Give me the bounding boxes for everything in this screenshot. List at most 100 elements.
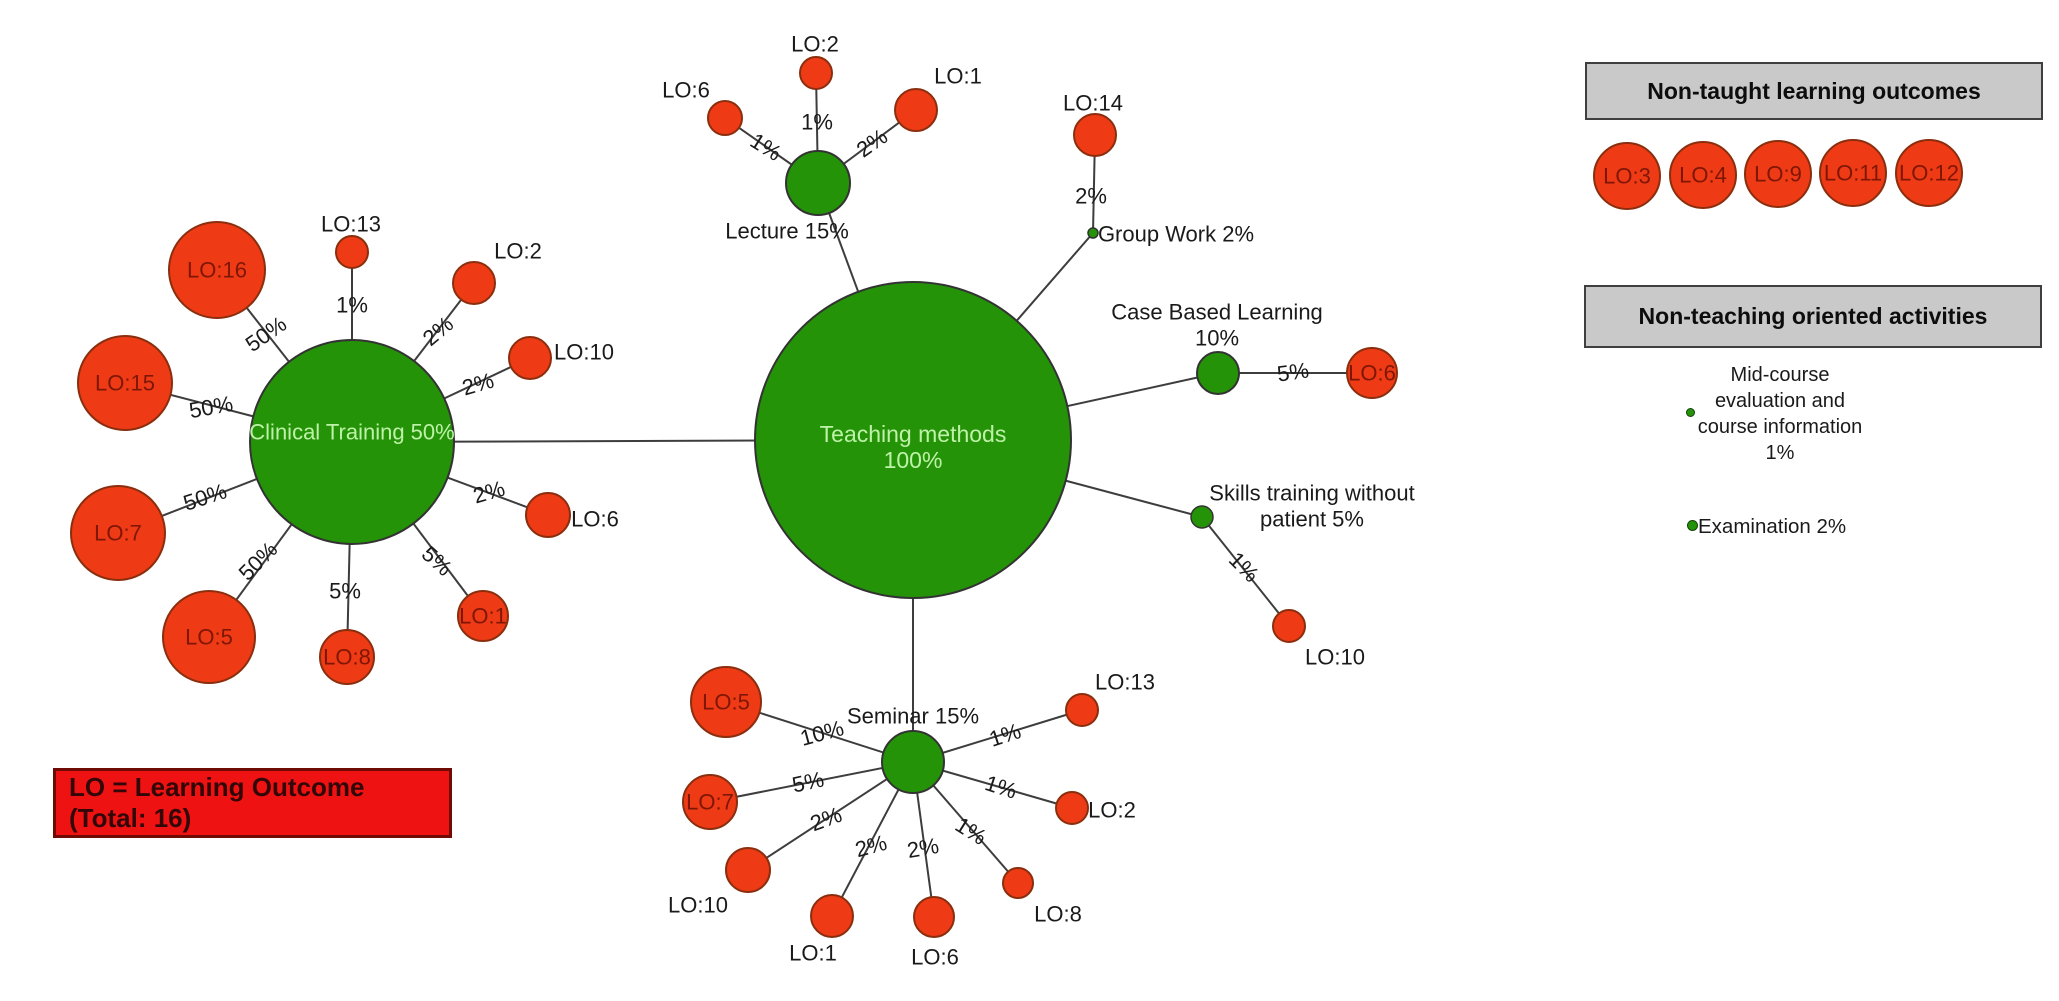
node-lec_lo2 (799, 56, 833, 90)
edge-label-clinical-cl_lo16: 50% (241, 311, 291, 357)
label-lec_lo1: LO:1 (934, 64, 982, 89)
label-sem_lo8: LO:8 (1034, 902, 1082, 927)
edge-label-clinical-cl_lo10: 2% (459, 368, 496, 401)
node-sk_lo10 (1272, 609, 1306, 643)
edge-label-clinical-cl_lo8: 5% (329, 579, 361, 604)
non-teaching-panel-header: Non-teaching oriented activities (1584, 285, 2042, 348)
label-cl_lo15: LO:15 (95, 371, 155, 396)
node-sem_lo8 (1002, 867, 1034, 899)
label-sem_lo1: LO:1 (789, 941, 837, 966)
edge-label-seminar-sem_lo5: 10% (797, 715, 846, 751)
edge-seminar-sem_lo10 (747, 761, 914, 871)
label-sk_lo10: LO:10 (1305, 645, 1365, 670)
label-seminar: Seminar 15% (847, 704, 979, 729)
label-nt_lo11: LO:11 (1824, 161, 1882, 186)
midcourse-evaluation-label: Mid-course evaluation and course informa… (1697, 364, 1863, 464)
label-gw_lo14: LO:14 (1063, 91, 1123, 116)
node-clinical (249, 339, 455, 545)
label-clinical: Clinical Training 50% (249, 420, 454, 445)
label-sem_lo5: LO:5 (702, 690, 750, 715)
label-cl_lo7: LO:7 (94, 521, 142, 546)
edge-label-groupwork-gw_lo14: 2% (1075, 184, 1107, 209)
node-cl_lo5 (162, 590, 256, 684)
examination-bullet-icon (1687, 520, 1698, 531)
edge-label-clinical-cl_lo7: 50% (180, 478, 230, 515)
edge-seminar-sem_lo7 (709, 761, 914, 803)
node-nt_lo4 (1669, 141, 1737, 209)
label-cbl: Case Based Learning 10% (1111, 300, 1323, 351)
label-lec_lo2: LO:2 (791, 32, 839, 57)
label-skills: Skills training without patient 5% (1209, 481, 1414, 532)
label-nt_lo12: LO:12 (1899, 161, 1959, 186)
edge-label-clinical-cl_lo5: 50% (234, 537, 283, 586)
node-cbl (1196, 351, 1240, 395)
node-cl_lo8 (319, 629, 375, 685)
edge-label-clinical-cl_lo13: 1% (336, 293, 368, 318)
node-sem_lo6 (913, 896, 955, 938)
label-lec_lo6: LO:6 (662, 78, 710, 103)
label-cl_lo6: LO:6 (571, 507, 619, 532)
node-cbl_lo6 (1346, 347, 1398, 399)
node-nt_lo12 (1895, 139, 1963, 207)
label-nt_lo3: LO:3 (1603, 164, 1651, 189)
edge-label-clinical-cl_lo15: 50% (187, 391, 235, 423)
label-cl_lo5: LO:5 (185, 625, 233, 650)
label-teaching: Teaching methods 100% (820, 421, 1007, 473)
node-sem_lo5 (690, 666, 762, 738)
label-sem_lo10: LO:10 (668, 893, 728, 918)
node-sem_lo13 (1065, 693, 1099, 727)
node-cl_lo6 (525, 492, 571, 538)
label-cl_lo8: LO:8 (323, 645, 371, 670)
node-cl_lo1 (457, 590, 509, 642)
node-gw_lo14 (1073, 113, 1117, 157)
node-cl_lo16 (168, 221, 266, 319)
lo-legend-text: LO = Learning Outcome (Total: 16) (69, 772, 365, 833)
label-cl_lo1: LO:1 (459, 604, 507, 629)
label-sem_lo6: LO:6 (911, 945, 959, 970)
examination-label: Examination 2% (1698, 515, 1847, 538)
edge-label-seminar-sem_lo2: 1% (982, 770, 1020, 804)
node-skills (1190, 505, 1214, 529)
label-cl_lo13: LO:13 (321, 212, 381, 237)
label-groupwork: Group Work 2% (1098, 222, 1254, 247)
edge-label-seminar-sem_lo7: 5% (790, 766, 826, 797)
edge-label-seminar-sem_lo6: 2% (905, 833, 941, 863)
label-sem_lo7: LO:7 (686, 790, 734, 815)
edge-label-clinical-cl_lo2: 2% (418, 311, 458, 351)
node-cl_lo10 (508, 336, 552, 380)
non-teaching-panel-title: Non-teaching oriented activities (1638, 303, 1988, 329)
midcourse-bullet-icon (1686, 408, 1695, 417)
non-taught-panel-header: Non-taught learning outcomes (1585, 62, 2043, 120)
node-cl_lo7 (70, 485, 166, 581)
node-seminar (881, 730, 945, 794)
node-lec_lo6 (707, 100, 743, 136)
edge-label-lecture-lec_lo1: 2% (852, 124, 892, 163)
edge-label-seminar-sem_lo10: 2% (807, 802, 845, 836)
node-lec_lo1 (894, 88, 938, 132)
edge-label-seminar-sem_lo1: 2% (852, 830, 889, 862)
edge-label-seminar-sem_lo13: 1% (986, 718, 1024, 752)
node-cl_lo15 (77, 335, 173, 431)
node-sem_lo2 (1055, 791, 1089, 825)
node-nt_lo3 (1593, 142, 1661, 210)
node-groupwork (1087, 227, 1099, 239)
edge-label-lecture-lec_lo2: 1% (801, 110, 833, 135)
lo-legend-box: LO = Learning Outcome (Total: 16) (53, 768, 452, 838)
node-sem_lo1 (810, 894, 854, 938)
edge-skills-sk_lo10 (1201, 516, 1290, 627)
non-taught-panel-title: Non-taught learning outcomes (1647, 77, 1981, 104)
node-lecture (785, 150, 851, 216)
label-nt_lo9: LO:9 (1754, 162, 1802, 187)
node-cl_lo2 (452, 261, 496, 305)
node-nt_lo11 (1819, 139, 1887, 207)
label-nt_lo4: LO:4 (1679, 163, 1727, 188)
label-lecture: Lecture 15% (725, 219, 849, 244)
edge-label-lecture-lec_lo6: 1% (746, 128, 786, 166)
edge-label-cbl-cbl_lo6: 5% (1276, 357, 1311, 386)
label-cl_lo16: LO:16 (187, 258, 247, 283)
label-sem_lo2: LO:2 (1088, 798, 1136, 823)
label-cbl_lo6: LO:6 (1348, 361, 1396, 386)
node-cl_lo13 (335, 235, 369, 269)
